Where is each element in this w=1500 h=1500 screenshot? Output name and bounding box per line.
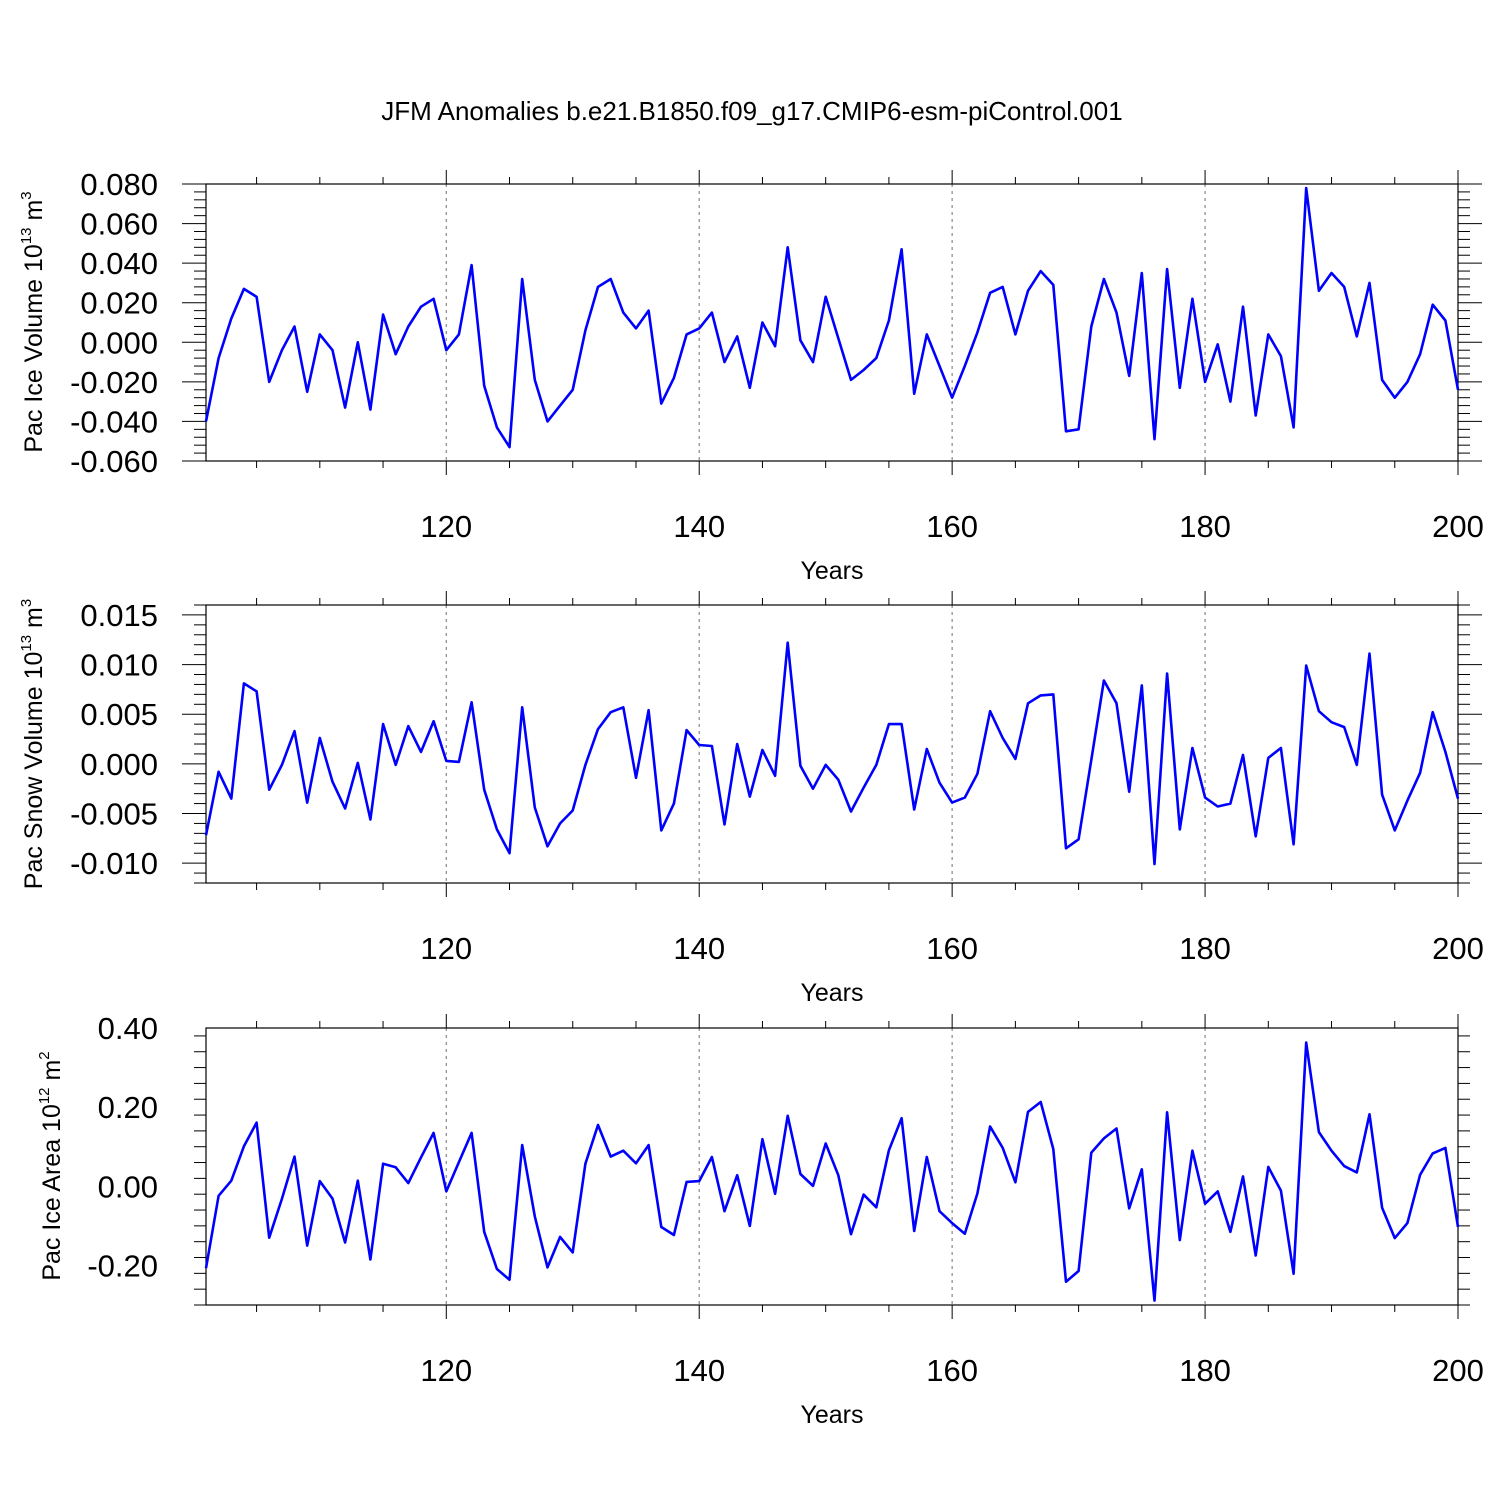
- x-tick-label: 200: [1432, 509, 1484, 544]
- y-tick-label: 0.020: [80, 286, 158, 321]
- series-line: [204, 641, 1460, 866]
- x-tick-label: 160: [926, 1353, 978, 1388]
- y-axis-label-unit: m: [38, 1060, 66, 1088]
- y-tick-label: -0.060: [70, 444, 158, 479]
- series-line: [204, 186, 1460, 449]
- x-tick-label: 140: [673, 931, 725, 966]
- y-tick-label: 0.080: [80, 167, 158, 202]
- y-axis-label-exponent: 13: [18, 635, 35, 652]
- x-tick-label: 140: [673, 509, 725, 544]
- y-axis-label-unit-exponent: 3: [18, 599, 35, 607]
- y-tick-label: -0.020: [70, 365, 158, 400]
- y-axis-label-unit: m: [20, 200, 48, 228]
- y-axis-label-text: Pac Ice Area 10: [38, 1104, 66, 1281]
- y-tick-label: 0.015: [80, 598, 158, 633]
- figure-title: JFM Anomalies b.e21.B1850.f09_g17.CMIP6-…: [381, 96, 1122, 126]
- y-tick-label: 0.040: [80, 246, 158, 281]
- y-tick-label: 0.000: [80, 747, 158, 782]
- x-tick-label: 120: [420, 509, 472, 544]
- x-axis-label: Years: [800, 979, 863, 1007]
- x-tick-label: 120: [420, 1353, 472, 1388]
- plot-frame: [205, 604, 1459, 884]
- x-tick-label: 180: [1179, 931, 1231, 966]
- chart-panel-3: -0.20 0.00 0.20 0.40 120 140 160 180 200 Years Pac…: [36, 1011, 1484, 1429]
- chart-panel-1: -0.060 -0.040 -0.020 0.000 0.020 0.040 0.060 0.…: [18, 167, 1484, 585]
- y-axis-label: Pac Snow Volume 1013 m3: [18, 599, 48, 889]
- y-tick-label: 0.010: [80, 648, 158, 683]
- y-axis-label: Pac Ice Volume 1013 m3: [18, 191, 48, 452]
- y-axis-label-unit-exponent: 2: [36, 1051, 53, 1059]
- series-line: [204, 1041, 1460, 1302]
- x-tick-label: 160: [926, 509, 978, 544]
- y-axis-label-text: Pac Snow Volume 10: [20, 652, 48, 890]
- x-tick-label: 200: [1432, 1353, 1484, 1388]
- y-tick-label: 0.060: [80, 207, 158, 242]
- chart-panel-2: -0.010 -0.005 0.000 0.005 0.010 0.015 120 140 16…: [18, 591, 1484, 1007]
- x-tick-label: 200: [1432, 931, 1484, 966]
- y-tick-label: -0.040: [70, 404, 158, 439]
- y-tick-label: 0.005: [80, 697, 158, 732]
- y-axis-label-exponent: 12: [36, 1087, 53, 1104]
- x-tick-label: 140: [673, 1353, 725, 1388]
- x-tick-label: 180: [1179, 1353, 1231, 1388]
- x-axis-label: Years: [800, 1401, 863, 1429]
- panels: -0.060 -0.040 -0.020 0.000 0.020 0.040 0.060 0.…: [18, 167, 1484, 1429]
- plot-frame: [205, 183, 1459, 462]
- y-tick-label: 0.40: [98, 1011, 158, 1046]
- y-tick-label: -0.005: [70, 797, 158, 832]
- x-tick-label: 160: [926, 931, 978, 966]
- y-tick-label: -0.20: [87, 1248, 158, 1283]
- y-axis-label-exponent: 13: [18, 227, 35, 244]
- y-tick-label: 0.00: [98, 1169, 158, 1204]
- y-tick-label: -0.010: [70, 846, 158, 881]
- y-axis-label-unit: m: [20, 607, 48, 635]
- plot-frame: [205, 1027, 1459, 1306]
- y-tick-label: 0.20: [98, 1090, 158, 1125]
- x-tick-label: 180: [1179, 509, 1231, 544]
- x-axis-label: Years: [800, 557, 863, 585]
- y-axis-label-text: Pac Ice Volume 10: [20, 244, 48, 452]
- x-tick-label: 120: [420, 931, 472, 966]
- y-tick-label: 0.000: [80, 325, 158, 360]
- y-axis-label: Pac Ice Area 1012 m2: [36, 1051, 66, 1280]
- y-axis-label-unit-exponent: 3: [18, 191, 35, 199]
